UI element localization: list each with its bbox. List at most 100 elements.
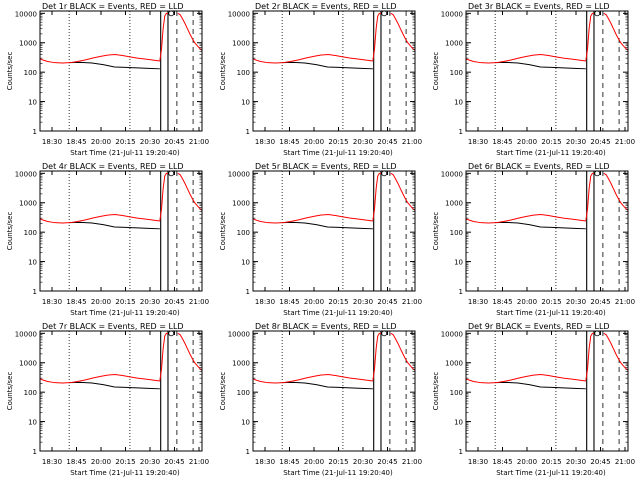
y-tick-label: 10000 (228, 330, 250, 338)
y-tick-label: 1 (459, 288, 463, 296)
x-tick-label: 20:30 (566, 138, 586, 146)
y-tick-label: 1000 (232, 40, 250, 48)
y-tick-label: 1 (459, 128, 463, 136)
lld-decay-line (603, 12, 629, 51)
x-tick-label: 21:00 (615, 458, 635, 466)
y-tick-label: 10000 (228, 170, 250, 178)
events-series-line (282, 61, 373, 70)
x-tick-label: 20:15 (541, 298, 561, 306)
x-tick-label: 18:45 (492, 458, 512, 466)
lld-series-line (252, 213, 373, 224)
y-tick-label: 100 (24, 229, 37, 237)
x-tick-label: 20:15 (328, 298, 348, 306)
plot-frame (465, 10, 629, 132)
lld-decay-line (603, 332, 629, 371)
y-axis-label: Counts/sec (219, 52, 227, 91)
y-tick-label: 10000 (441, 330, 463, 338)
x-tick-label: 21:00 (402, 298, 422, 306)
lld-rise-line (585, 332, 594, 381)
x-tick-label: 20:45 (377, 298, 397, 306)
y-tick-label: 10000 (15, 170, 37, 178)
panel-title: Det 4r BLACK = Events, RED = LLD (42, 162, 184, 171)
x-tick-label: 20:30 (353, 458, 373, 466)
x-axis-label: Start Time (21-Jul-11 19:20:40) (283, 469, 393, 477)
x-tick-label: 18:45 (279, 298, 299, 306)
x-tick-label: 18:30 (468, 458, 488, 466)
lld-rise-line (159, 12, 168, 61)
x-tick-label: 20:15 (115, 138, 135, 146)
y-tick-label: 10000 (441, 170, 463, 178)
x-tick-label: 20:30 (353, 138, 373, 146)
lld-decay-line (177, 12, 203, 51)
y-tick-label: 100 (237, 389, 250, 397)
x-tick-label: 20:15 (115, 458, 135, 466)
x-tick-label: 21:00 (189, 458, 209, 466)
x-tick-label: 20:45 (377, 458, 397, 466)
panel-title: Det 6r BLACK = Events, RED = LLD (468, 162, 610, 171)
y-tick-label: 1000 (19, 40, 37, 48)
y-tick-label: 100 (450, 69, 463, 77)
x-tick-label: 18:30 (255, 298, 275, 306)
x-tick-label: 21:00 (615, 138, 635, 146)
y-tick-label: 1000 (19, 360, 37, 368)
x-tick-label: 20:00 (304, 458, 324, 466)
x-axis-label: Start Time (21-Jul-11 19:20:40) (283, 149, 393, 157)
panel-title: Det 9r BLACK = Events, RED = LLD (468, 322, 610, 331)
x-tick-label: 20:45 (164, 298, 184, 306)
x-tick-label: 20:00 (517, 298, 537, 306)
lld-rise-line (159, 172, 168, 221)
x-tick-label: 20:00 (304, 298, 324, 306)
lld-decay-line (390, 332, 416, 371)
x-tick-label: 21:00 (189, 138, 209, 146)
x-axis-label: Start Time (21-Jul-11 19:20:40) (70, 309, 180, 317)
x-tick-label: 18:30 (42, 138, 62, 146)
y-tick-label: 1 (459, 448, 463, 456)
y-tick-label: 1000 (19, 200, 37, 208)
lld-decay-line (390, 172, 416, 211)
panel-title: Det 1r BLACK = Events, RED = LLD (42, 2, 184, 11)
x-tick-label: 20:15 (115, 298, 135, 306)
lld-rise-line (159, 332, 168, 381)
peak-marker (594, 170, 601, 177)
panel-4: Det 4r BLACK = Events, RED = LLD 1 10 100 10… (6, 162, 209, 317)
x-axis-label: Start Time (21-Jul-11 19:20:40) (496, 469, 606, 477)
y-tick-label: 10000 (15, 330, 37, 338)
y-tick-label: 1000 (232, 200, 250, 208)
y-tick-label: 1000 (232, 360, 250, 368)
events-series-line (282, 381, 373, 390)
x-tick-label: 18:45 (492, 138, 512, 146)
lld-decay-line (177, 332, 203, 371)
lld-rise-line (372, 332, 381, 381)
x-tick-label: 20:00 (517, 458, 537, 466)
y-tick-label: 10 (454, 419, 463, 427)
lld-rise-line (372, 12, 381, 61)
plot-frame (465, 330, 629, 452)
y-axis-label: Counts/sec (432, 212, 440, 251)
peak-marker (168, 330, 175, 337)
peak-marker (381, 170, 388, 177)
plot-frame (252, 330, 416, 452)
lld-series-line (465, 213, 586, 224)
lld-rise-line (372, 172, 381, 221)
x-tick-label: 18:45 (66, 138, 86, 146)
panel-2: Det 2r BLACK = Events, RED = LLD 1 10 100 10… (219, 2, 422, 157)
x-tick-label: 20:45 (590, 138, 610, 146)
y-tick-label: 10000 (441, 10, 463, 18)
x-tick-label: 20:45 (590, 458, 610, 466)
x-tick-label: 21:00 (402, 138, 422, 146)
x-tick-label: 21:00 (189, 298, 209, 306)
lld-series-line (465, 53, 586, 64)
x-tick-label: 20:15 (541, 458, 561, 466)
x-tick-label: 20:00 (91, 138, 111, 146)
y-tick-label: 100 (24, 69, 37, 77)
x-tick-label: 20:30 (353, 298, 373, 306)
lld-series-line (39, 53, 160, 64)
x-tick-label: 18:45 (66, 458, 86, 466)
peak-marker (381, 330, 388, 337)
y-tick-label: 1 (33, 448, 37, 456)
y-tick-label: 100 (24, 389, 37, 397)
y-axis-label: Counts/sec (432, 372, 440, 411)
y-tick-label: 10 (28, 259, 37, 267)
x-axis-label: Start Time (21-Jul-11 19:20:40) (496, 309, 606, 317)
